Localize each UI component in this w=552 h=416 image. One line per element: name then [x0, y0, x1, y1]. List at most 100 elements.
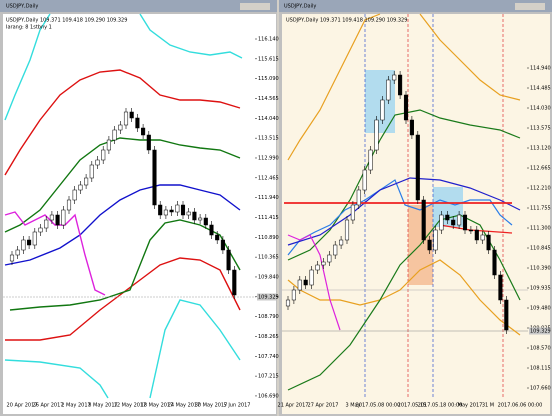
candle-body	[333, 244, 338, 256]
candle-body	[123, 111, 129, 126]
current-price-label: 109.329	[530, 329, 551, 335]
price-tick-label: 108.115	[530, 366, 551, 372]
candle-body	[198, 217, 203, 221]
price-tick-label: 108.570	[530, 346, 551, 352]
price-tick-label: 107.660	[530, 386, 551, 392]
candle-body	[169, 209, 174, 213]
candle-body	[439, 214, 444, 231]
price-tick-label: 113.575	[530, 126, 551, 132]
candle-body	[106, 139, 111, 151]
candle-body	[445, 214, 450, 221]
candle-body	[297, 279, 302, 291]
candle-body	[504, 299, 509, 331]
price-tick-label: 110.365	[258, 255, 279, 261]
date-label: 2 May 2017	[61, 403, 90, 409]
date-label: 12 May 2017	[114, 403, 147, 409]
left-window-title: USDJPY,Daily	[6, 4, 38, 10]
candle-body	[61, 209, 66, 226]
candle-body	[486, 234, 491, 251]
candle-body	[480, 234, 485, 241]
price-tick-label: 110.845	[530, 246, 551, 252]
candle-body	[192, 211, 197, 221]
candle-body	[398, 74, 403, 96]
candle-body	[344, 219, 350, 241]
price-tick-label: 113.120	[530, 146, 551, 152]
right-ohlc: USDJPY,Daily 109.371 109.418 109.290 109…	[286, 18, 407, 24]
candle-body	[72, 189, 77, 201]
right-date-axis	[282, 398, 550, 414]
candle-body	[129, 111, 134, 119]
date-label: 3 May	[345, 403, 360, 409]
candle-body	[356, 189, 361, 206]
candle-body	[362, 169, 367, 191]
candle-body	[27, 239, 32, 246]
price-tick-label: 106.690	[258, 393, 279, 399]
candle-body	[141, 127, 146, 136]
price-tick-label: 111.415	[258, 215, 279, 221]
candle-body	[78, 184, 83, 191]
candle-body	[498, 274, 503, 301]
window-buttons[interactable]	[515, 3, 545, 10]
candle-body	[492, 249, 497, 276]
price-tick-label: 112.210	[530, 186, 551, 192]
price-tick-label: 114.485	[530, 86, 551, 92]
candle-body	[327, 254, 332, 263]
candle-body	[421, 199, 426, 241]
candle-body	[368, 149, 373, 171]
price-tick-label: 111.940	[258, 195, 279, 201]
candle-body	[89, 164, 94, 179]
price-tick-label: 115.090	[258, 76, 279, 82]
price-tick-label: 112.465	[258, 175, 279, 181]
candle-body	[386, 79, 391, 101]
left-indicator-label: Iarang: 8 1stbny 1	[6, 25, 52, 31]
price-tick-label: 109.840	[258, 274, 279, 280]
price-tick-label: 113.515	[258, 136, 279, 142]
candle-body	[84, 177, 89, 186]
price-tick-label: 108.265	[258, 334, 279, 340]
candle-body	[409, 119, 414, 136]
price-tick-label: 109.935	[530, 286, 551, 292]
window-buttons[interactable]	[240, 3, 270, 10]
candle-body	[451, 219, 456, 226]
candle-body	[9, 254, 15, 262]
candle-body	[175, 204, 180, 213]
candle-body	[180, 204, 186, 216]
candle-body	[95, 159, 100, 166]
candle-body	[315, 264, 320, 271]
date-label: 24 May 2017	[168, 403, 201, 409]
candle-body	[321, 261, 326, 266]
date-label: 21 Apr 2017	[278, 403, 309, 409]
date-label: 2017.05.15	[398, 403, 427, 409]
candle-body	[203, 217, 208, 226]
price-tick-label: 107.740	[258, 354, 279, 360]
candle-body	[146, 134, 151, 151]
left-price-axis	[256, 14, 276, 398]
candle-body	[38, 227, 43, 233]
date-label: 2017.05.08 00:00	[356, 403, 401, 409]
right-window-title: USDJPY,Daily	[284, 4, 316, 10]
candle-body	[21, 239, 26, 251]
price-tick-label: 110.390	[530, 266, 551, 272]
candle-body	[433, 229, 438, 251]
candle-body	[118, 124, 123, 131]
date-label: 8 May 2017	[88, 403, 117, 409]
candle-body	[427, 239, 432, 251]
left-date-axis	[3, 398, 276, 414]
left-indicators	[4, 13, 243, 399]
price-tick-label: 108.790	[258, 314, 279, 320]
date-label: 2017.05.18 00:00	[418, 403, 463, 409]
candle-body	[101, 149, 106, 161]
candle-body	[112, 129, 117, 141]
candle-body	[163, 209, 168, 216]
price-tick-label: 112.990	[258, 155, 279, 161]
candle-body	[374, 119, 379, 151]
candle-body	[66, 199, 72, 211]
price-tick-label: 114.565	[258, 96, 279, 102]
candles	[9, 71, 509, 334]
candle-body	[457, 214, 462, 226]
price-tick-label: 111.755	[530, 206, 551, 212]
date-label: 5 Jun 2017	[224, 403, 251, 409]
current-price-box	[529, 327, 550, 335]
candle-body	[291, 289, 296, 301]
